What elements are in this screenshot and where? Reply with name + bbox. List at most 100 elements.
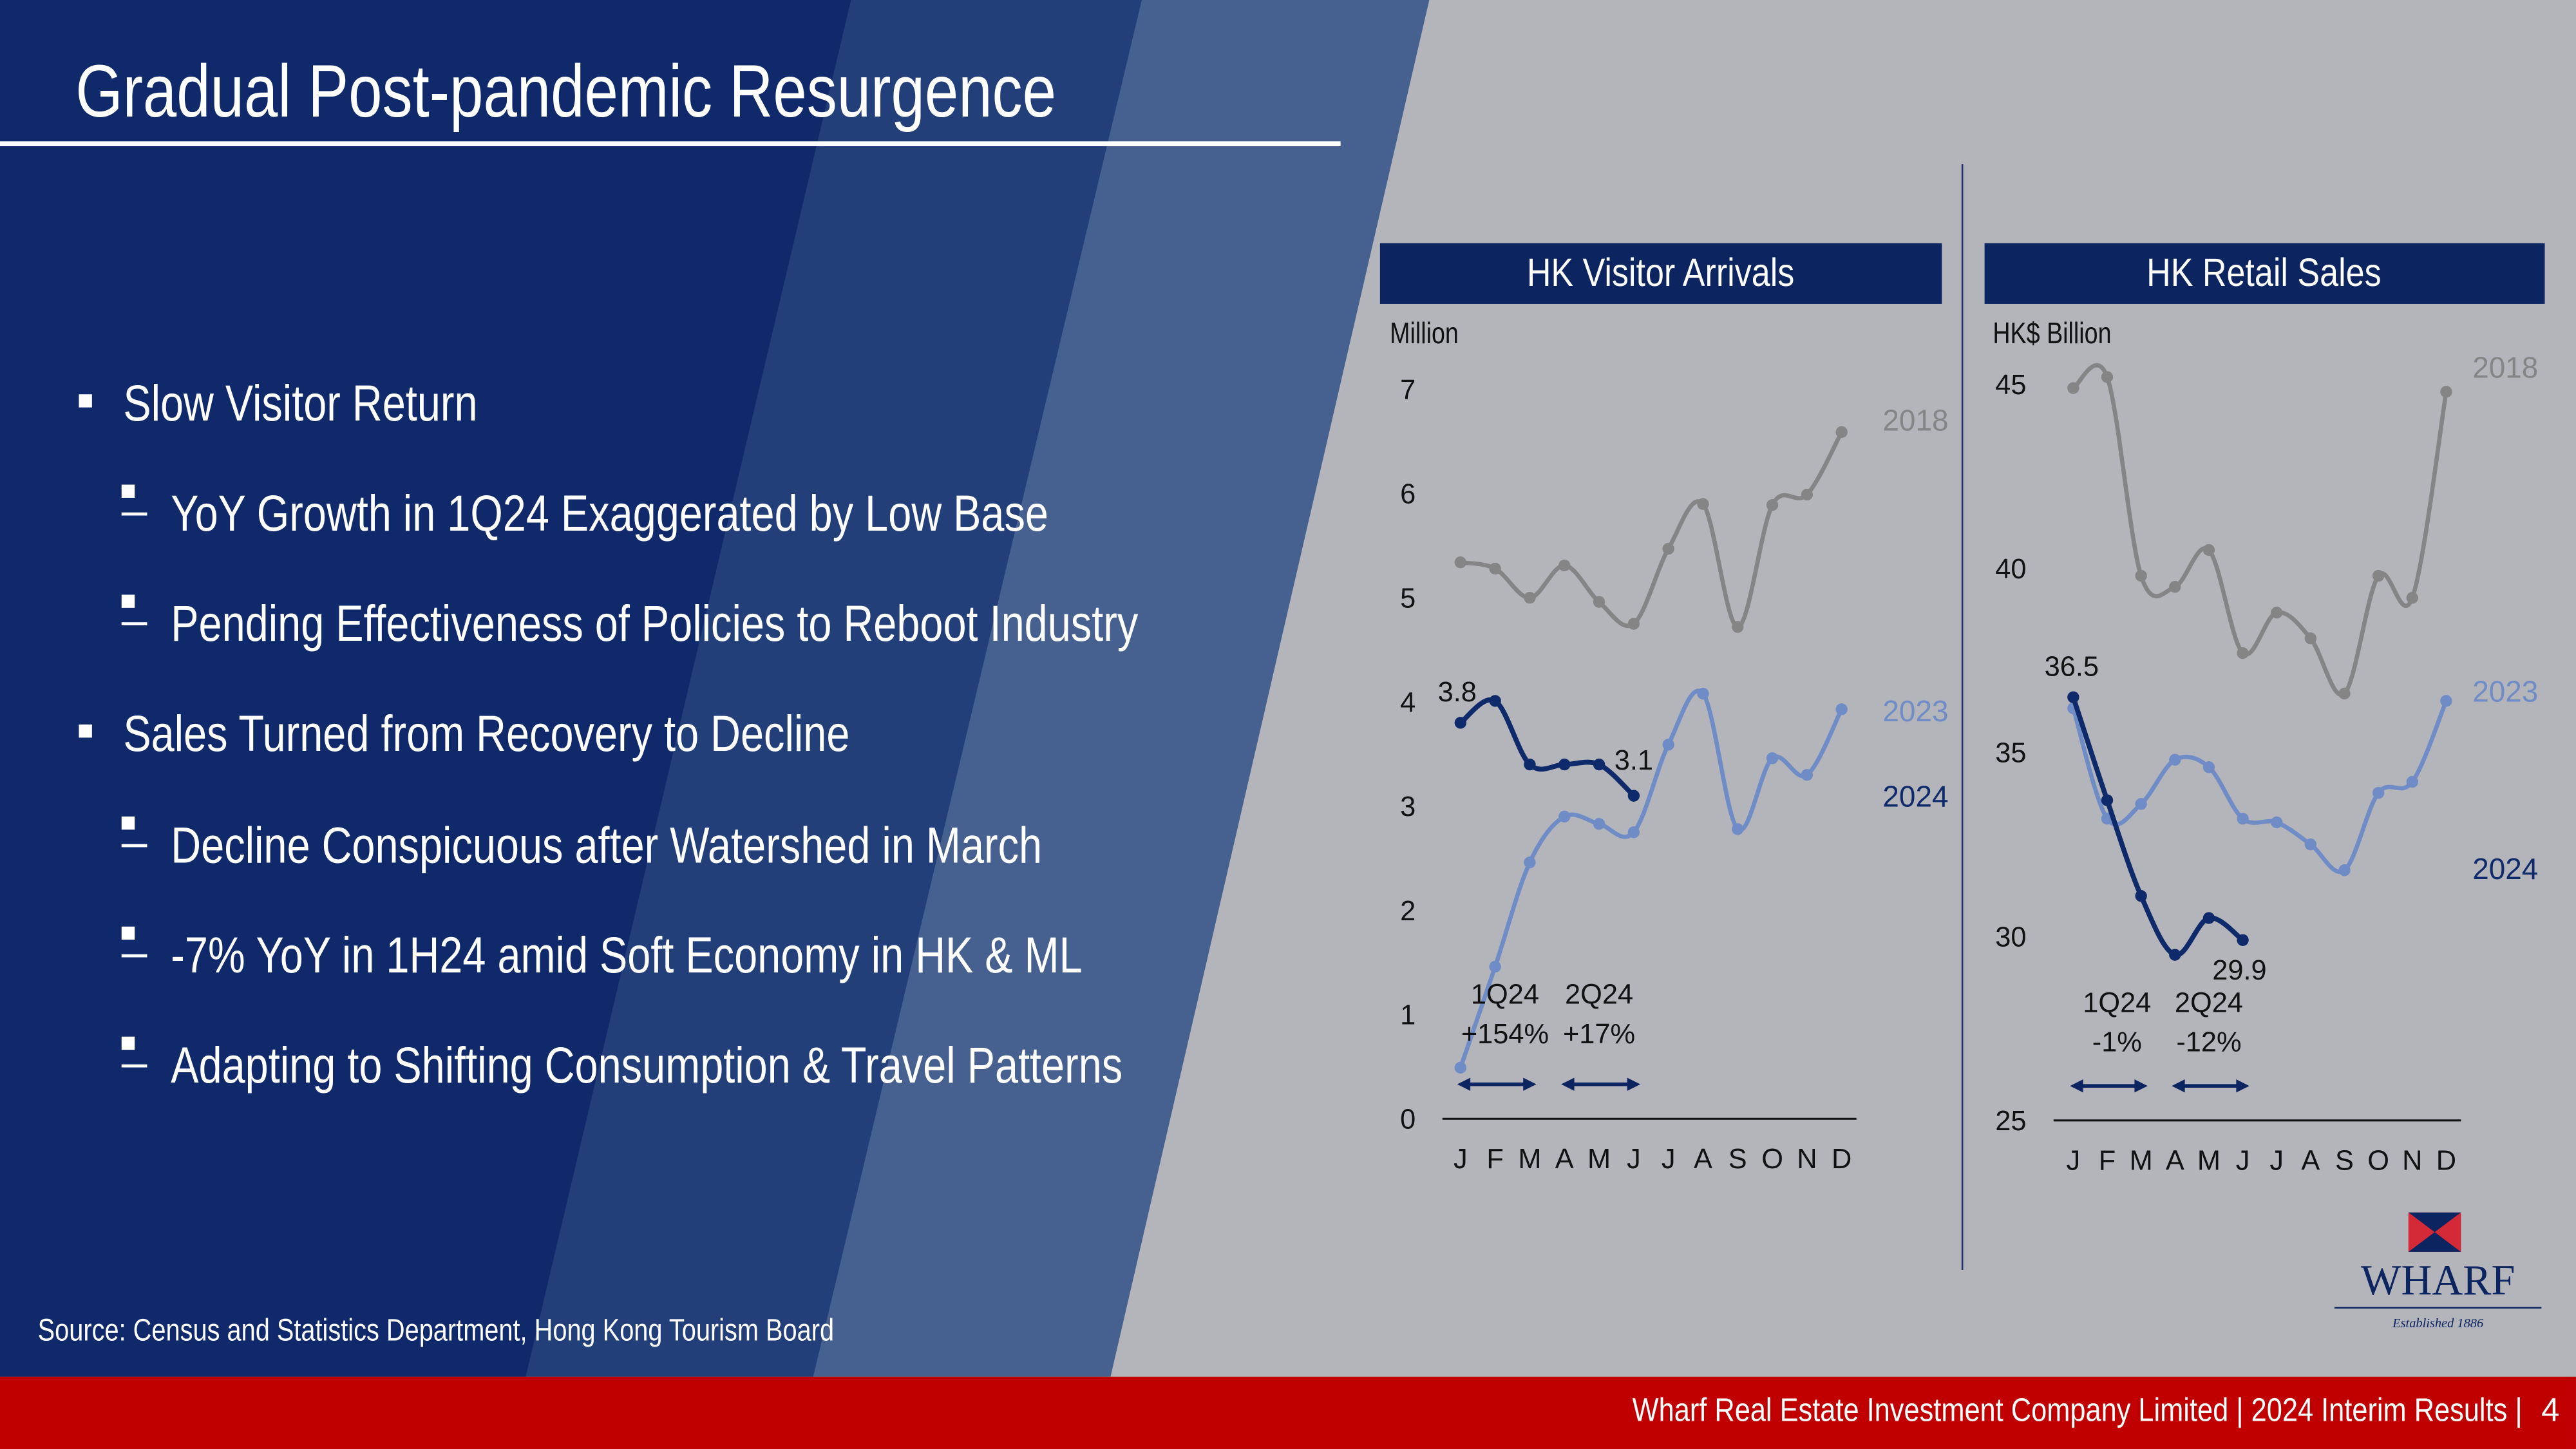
legend-2024: 2024 <box>1882 780 1948 813</box>
bullet-text: Decline Conspicuous after Watershed in M… <box>171 816 1043 875</box>
footer-company: Wharf Real Estate Investment Company Lim… <box>1632 1393 2523 1430</box>
data-point-2018 <box>1489 562 1501 575</box>
bullet-text: Sales Turned from Recovery to Decline <box>123 705 850 762</box>
x-tick-label: M <box>2197 1145 2221 1176</box>
arrowhead-left-icon <box>1561 1077 1575 1091</box>
data-point-2023 <box>2372 787 2385 799</box>
x-tick-label: J <box>1662 1144 1676 1175</box>
data-point-2018 <box>2440 386 2452 398</box>
source-note: Source: Census and Statistics Department… <box>37 1314 835 1349</box>
x-tick-label: J <box>1627 1144 1641 1175</box>
y-tick-label: 45 <box>1995 370 2026 401</box>
data-point-2023 <box>2440 695 2452 707</box>
x-tick-label: F <box>1486 1144 1504 1175</box>
data-point-2024 <box>1558 758 1571 771</box>
arrowhead-right-icon <box>1627 1077 1641 1091</box>
visitor-unit-label: Million <box>1390 317 1459 350</box>
x-tick-label: A <box>2301 1145 2320 1176</box>
data-point-2018 <box>1732 621 1744 633</box>
series-line-2024 <box>1459 697 1636 798</box>
data-point-2018 <box>1697 498 1709 510</box>
page-number: 4 <box>2541 1393 2560 1430</box>
retail-unit-label: HK$ Billion <box>1993 317 2112 350</box>
x-tick-label: D <box>1832 1144 1852 1175</box>
data-label: 3.1 <box>1615 745 1653 776</box>
data-point-2018 <box>2169 581 2181 593</box>
arrowhead-right-icon <box>2134 1079 2148 1093</box>
annotation-period: 2Q24 <box>2175 987 2243 1018</box>
data-point-2024 <box>2101 794 2114 806</box>
svg-text:Established 1886: Established 1886 <box>2392 1316 2484 1331</box>
series-line-2024 <box>2070 696 2244 958</box>
data-point-2023 <box>1732 823 1744 835</box>
annotation-change: +154% <box>1461 1019 1549 1050</box>
data-point-2024 <box>2135 890 2147 902</box>
data-point-2023 <box>2304 838 2317 851</box>
data-point-2023 <box>1558 810 1571 823</box>
bullet-item: Slow Visitor Return <box>79 375 555 434</box>
data-point-2023 <box>2169 753 2181 766</box>
x-tick-label: N <box>1797 1144 1817 1175</box>
y-tick-label: 35 <box>1995 738 2026 769</box>
data-point-2023 <box>2271 816 2283 829</box>
legend-2018: 2018 <box>1882 403 1948 437</box>
data-point-2024 <box>1524 758 1536 771</box>
data-point-2018 <box>2237 647 2249 659</box>
data-point-2018 <box>1524 592 1536 604</box>
y-tick-label: 6 <box>1400 479 1416 510</box>
data-point-2024 <box>2202 912 2215 924</box>
x-tick-label: N <box>2402 1145 2422 1176</box>
svg-text:WHARF: WHARF <box>2361 1257 2515 1304</box>
data-point-2023 <box>2237 813 2249 825</box>
footer-bar <box>0 1376 2576 1449</box>
y-tick-label: 7 <box>1400 375 1416 406</box>
data-point-2023 <box>1524 857 1536 869</box>
x-tick-label: O <box>2367 1145 2389 1176</box>
data-point-2018 <box>2372 569 2385 582</box>
sub-bullet-item: – YoY Growth in 1Q24 Exaggerated by Low B… <box>121 484 1241 544</box>
legend-2023: 2023 <box>2472 674 2538 708</box>
arrowhead-left-icon <box>2070 1079 2083 1093</box>
y-tick-label: 1 <box>1400 1000 1416 1031</box>
data-point-2018 <box>1627 618 1640 630</box>
series-line-2018 <box>1460 431 1844 629</box>
series-line-2023 <box>2071 700 2448 874</box>
data-point-2024 <box>1627 790 1640 802</box>
series-line-2018 <box>2072 363 2448 697</box>
data-point-2023 <box>1835 703 1848 715</box>
bullet-text: Adapting to Shifting Consumption & Trave… <box>171 1036 1123 1094</box>
arrowhead-right-icon <box>2236 1079 2249 1093</box>
x-tick-label: J <box>1454 1144 1468 1175</box>
annotation-change: -12% <box>2176 1027 2241 1058</box>
bullet-text: -7% YoY in 1H24 amid Soft Economy in HK … <box>171 926 1083 985</box>
chart-title-retail-sales: HK Retail Sales <box>1984 243 2545 304</box>
data-point-2018 <box>2135 569 2147 582</box>
data-point-2023 <box>1627 826 1640 838</box>
sub-bullet-item: – Decline Conspicuous after Watershed in … <box>121 816 1233 876</box>
y-tick-label: 0 <box>1400 1104 1416 1135</box>
chart-title-visitor-arrivals: HK Visitor Arrivals <box>1379 243 1942 304</box>
sub-bullet-item: – Pending Effectiveness of Policies to Re… <box>121 594 1350 654</box>
square-bullet-icon <box>79 724 92 738</box>
x-tick-label: J <box>2236 1145 2250 1176</box>
chart-divider <box>1961 164 1964 1270</box>
y-tick-label: 40 <box>1995 554 2026 585</box>
y-tick-label: 30 <box>1995 922 2026 952</box>
data-point-2018 <box>1454 556 1467 569</box>
x-tick-label: A <box>1555 1144 1574 1175</box>
annotation-change: -1% <box>2092 1027 2142 1058</box>
data-point-2018 <box>1593 596 1605 608</box>
data-point-2023 <box>1697 687 1709 700</box>
arrowhead-right-icon <box>1523 1077 1537 1091</box>
bullet-item: Sales Turned from Recovery to Decline <box>79 705 1009 764</box>
data-point-2018 <box>2271 607 2283 619</box>
data-label: 3.8 <box>1438 677 1477 708</box>
data-point-2023 <box>2338 864 2351 876</box>
x-tick-label: S <box>2335 1145 2354 1176</box>
data-point-2018 <box>2067 382 2079 394</box>
data-point-2024 <box>1593 758 1605 771</box>
annotation-period: 1Q24 <box>1471 980 1539 1010</box>
x-tick-label: A <box>1694 1144 1712 1175</box>
data-point-2018 <box>1766 499 1779 511</box>
